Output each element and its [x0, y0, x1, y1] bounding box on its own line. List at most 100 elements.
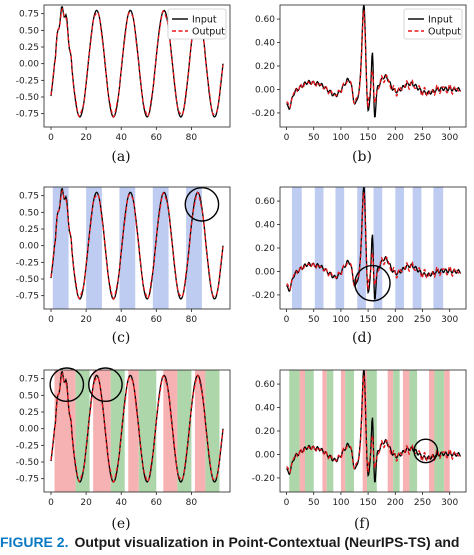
window-band-blue — [291, 187, 302, 309]
highlight-circle — [413, 438, 439, 464]
legend-label-output: Output — [428, 27, 461, 38]
x-tick-label: 0 — [284, 498, 290, 508]
x-tick-label: 250 — [414, 315, 431, 325]
caption-figure-label: FIGURE 2. — [0, 534, 69, 550]
y-tick-label: -0.75 — [16, 110, 39, 120]
y-tick-label: 0.25 — [19, 408, 39, 418]
window-band-red — [402, 370, 410, 492]
y-tick-label: -0.20 — [252, 109, 276, 119]
series-line-input — [286, 370, 462, 483]
y-tick-label: 0.40 — [255, 221, 275, 231]
y-tick-label: 0.50 — [19, 208, 39, 218]
window-band-green — [434, 370, 445, 492]
plot-frame — [43, 369, 231, 493]
highlight-circle — [354, 264, 391, 302]
window-band-blue — [395, 187, 404, 309]
window-band-green — [326, 370, 334, 492]
y-tick-label: -0.75 — [16, 475, 39, 485]
series-line-input — [286, 5, 462, 118]
window-band-blue — [86, 187, 102, 309]
x-tick-label: 200 — [387, 498, 404, 508]
highlight-circle — [184, 186, 220, 222]
x-tick-label: 40 — [115, 498, 127, 508]
series-line-output — [286, 375, 462, 474]
chart-panel-f: 0 50 100 150 200 250 300 0.60 0.40 0.20 0.00 -0.20 (… — [252, 369, 467, 532]
figure-caption: FIGURE 2. Output visualization in Point-C… — [0, 534, 474, 555]
y-tick-label: 0.20 — [255, 62, 275, 72]
y-tick-label: 0.25 — [19, 43, 39, 53]
window-band-blue — [152, 187, 169, 309]
highlight-circle — [88, 367, 123, 403]
figure: 0 20 40 60 80 0.75 0.50 0.25 0.00 -0.25 -0.50 -0.75… — [16, 4, 467, 532]
x-tick-label: 60 — [151, 315, 163, 325]
window-band-green — [393, 370, 400, 492]
x-tick-label: 100 — [332, 315, 349, 325]
y-tick-label: 0.75 — [19, 10, 39, 20]
window-band-blue — [335, 187, 345, 309]
window-band-red — [93, 370, 111, 492]
x-tick-label: 60 — [151, 498, 163, 508]
x-tick-label: 150 — [360, 498, 377, 508]
chart-panel-a: 0 20 40 60 80 0.75 0.50 0.25 0.00 -0.25 -0.50 -0.75… — [16, 4, 231, 165]
y-tick-label: -0.50 — [16, 275, 40, 285]
y-tick-label: 0.00 — [255, 450, 275, 460]
x-tick-label: 300 — [441, 315, 458, 325]
window-band-red — [429, 370, 435, 492]
window-band-blue — [373, 187, 383, 309]
window-band-green — [289, 370, 300, 492]
x-tick-label: 50 — [308, 133, 320, 143]
legend-label-input: Input — [428, 15, 453, 26]
x-tick-label: 250 — [414, 498, 431, 508]
window-band-red — [387, 370, 394, 492]
window-band-blue — [433, 187, 444, 309]
panel-label: (d) — [352, 330, 372, 346]
x-tick-label: 300 — [441, 133, 458, 143]
x-tick-label: 0 — [48, 498, 54, 508]
window-band-green — [138, 370, 157, 492]
x-tick-label: 80 — [186, 498, 198, 508]
y-tick-label: 0.20 — [255, 427, 275, 437]
x-tick-label: 80 — [186, 133, 198, 143]
y-tick-label: -0.50 — [16, 458, 40, 468]
window-band-red — [163, 370, 178, 492]
x-tick-label: 200 — [387, 315, 404, 325]
y-tick-label: -0.25 — [16, 441, 39, 451]
y-tick-label: 0.00 — [19, 425, 39, 435]
series-line-output — [286, 192, 462, 291]
x-tick-label: 0 — [48, 315, 54, 325]
y-tick-label: -0.20 — [252, 291, 276, 301]
window-band-blue — [314, 187, 324, 309]
panel-label: (a) — [111, 149, 130, 165]
series-line-output — [286, 10, 462, 109]
y-tick-label: 0.25 — [19, 225, 39, 235]
y-tick-label: 0.75 — [19, 375, 39, 385]
chart-panel-e: 0 20 40 60 80 0.75 0.50 0.25 0.00 -0.25 -0.50 -0.75… — [16, 367, 231, 532]
y-tick-label: 0.50 — [19, 391, 39, 401]
y-tick-label: 0.75 — [19, 192, 39, 202]
window-band-blue — [412, 187, 422, 309]
legend-label-output: Output — [192, 27, 225, 38]
window-band-green — [205, 370, 220, 492]
window-band-red — [128, 370, 139, 492]
window-band-blue — [119, 187, 136, 309]
panel-label: (f) — [354, 516, 370, 532]
x-tick-label: 150 — [360, 133, 377, 143]
x-tick-label: 50 — [308, 315, 320, 325]
y-tick-label: -0.25 — [16, 76, 39, 86]
window-band-green — [305, 370, 314, 492]
y-tick-label: 0.40 — [255, 404, 275, 414]
x-tick-label: 100 — [332, 498, 349, 508]
y-tick-label: 0.00 — [255, 85, 275, 95]
window-band-green — [177, 370, 192, 492]
y-tick-label: 0.60 — [255, 197, 275, 207]
x-tick-label: 20 — [80, 498, 92, 508]
series-line-output — [50, 372, 224, 484]
window-band-green — [75, 370, 90, 492]
y-tick-label: -0.25 — [16, 258, 39, 268]
panel-label: (c) — [112, 330, 131, 346]
window-band-blue — [186, 187, 202, 309]
y-tick-label: 0.00 — [19, 242, 39, 252]
x-tick-label: 250 — [414, 133, 431, 143]
x-tick-label: 80 — [186, 315, 198, 325]
chart-panel-b: 0 50 100 150 200 250 300 0.60 0.40 0.20 0.00 -0.20 I… — [252, 4, 467, 165]
